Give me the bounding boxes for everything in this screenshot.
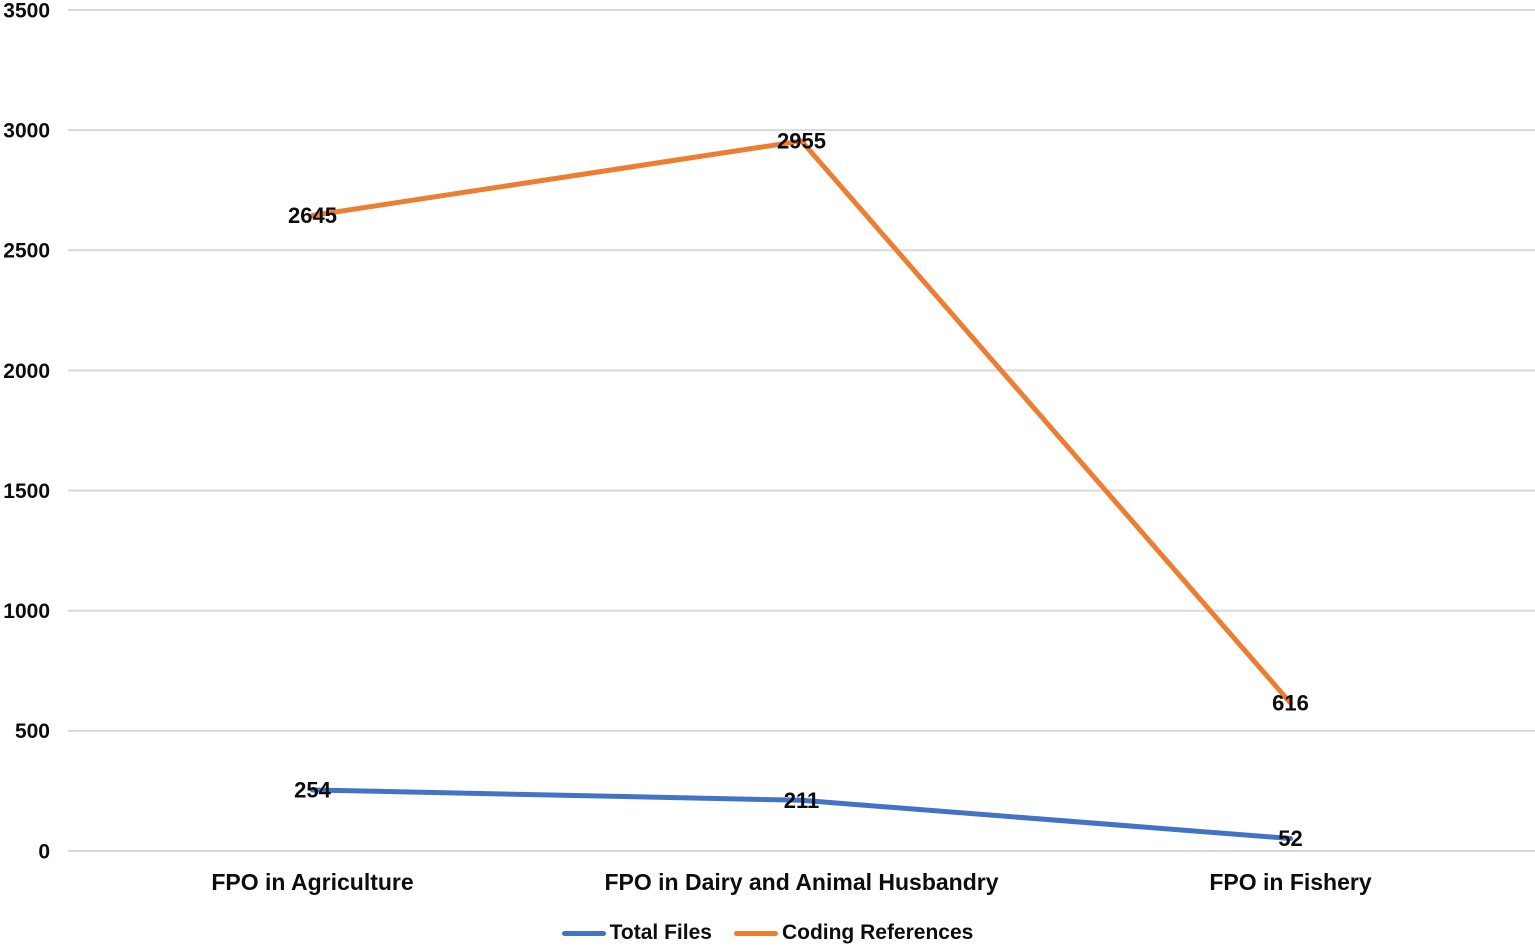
legend-label-total-files: Total Files [609, 921, 712, 944]
y-tick-label: 2500 [3, 240, 50, 263]
y-tick-label: 3000 [3, 119, 50, 142]
data-label-total-files-1: 211 [784, 788, 820, 813]
series-line-coding-references [310, 138, 1293, 706]
legend-line-swatch-total-files [561, 930, 606, 936]
y-tick-label: 1000 [3, 600, 50, 623]
y-tick-label: 500 [15, 720, 50, 743]
legend-line-swatch-coding-references [733, 930, 778, 936]
y-tick-label: 2000 [3, 360, 50, 383]
x-category-label-fpo-in-dairy-and-animal-husbandry: FPO in Dairy and Animal Husbandry [604, 869, 998, 895]
series-line-total-files [310, 787, 1293, 842]
y-tick-label: 3500 [3, 0, 50, 22]
data-label-total-files-0: 254 [294, 778, 331, 803]
data-label-coding-references-0: 2645 [288, 203, 337, 228]
legend-item-coding-references: Coding References [733, 921, 974, 945]
y-tick-label: 1500 [3, 480, 50, 503]
data-label-coding-references-1: 2955 [777, 129, 826, 154]
data-label-coding-references-2: 616 [1272, 691, 1309, 716]
chart-legend: Total Files Coding References [0, 921, 1535, 945]
legend-label-coding-references: Coding References [781, 921, 974, 944]
data-label-total-files-2: 52 [1278, 826, 1302, 851]
y-tick-label: 0 [38, 840, 50, 863]
x-category-label-fpo-in-fishery: FPO in Fishery [1209, 869, 1372, 895]
legend-item-total-files: Total Files [561, 921, 712, 945]
x-category-label-fpo-in-agriculture: FPO in Agriculture [211, 869, 413, 895]
